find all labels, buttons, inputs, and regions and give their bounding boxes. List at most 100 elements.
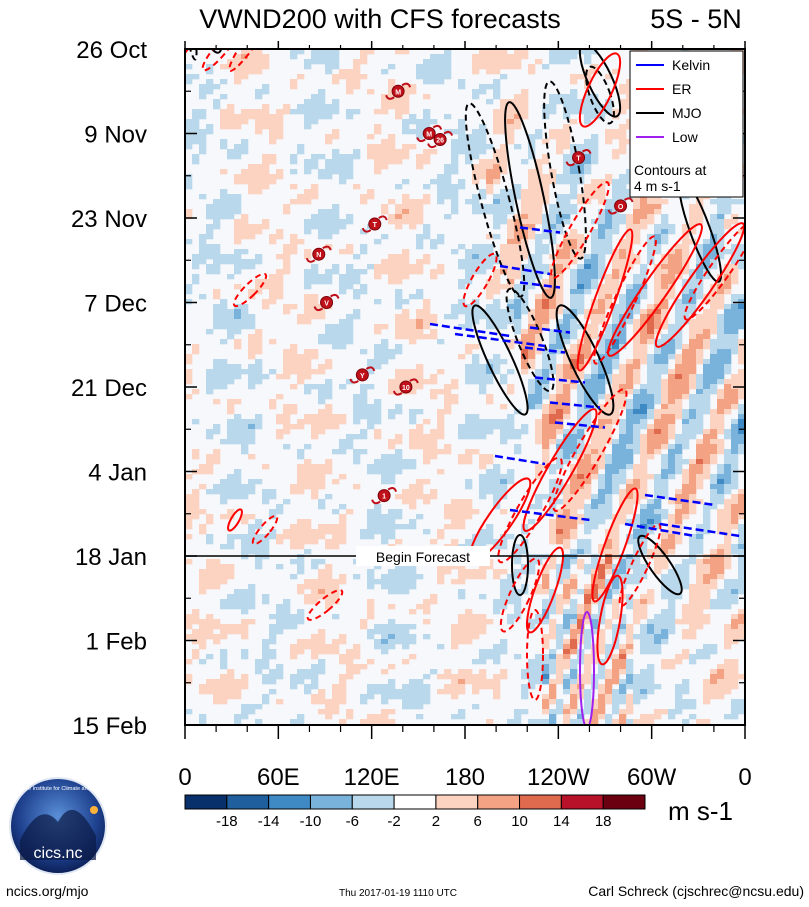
kelvin-contour — [429, 322, 511, 338]
storm-label: M — [395, 89, 401, 96]
colorbar-tick-label: -10 — [300, 813, 322, 830]
tropical-cyclone-markers: M M 26 T O T N V Y 10 1 — [305, 82, 634, 505]
x-tick-label: 60W — [627, 764, 677, 791]
colorbar-cell — [435, 794, 479, 810]
legend-contour-note-2: 4 m s-1 — [634, 178, 681, 194]
x-tick-label: 0 — [738, 764, 751, 791]
colorbar-tick-label: 6 — [474, 813, 482, 830]
er-contour — [306, 589, 344, 621]
kelvin-contour — [534, 376, 586, 384]
footer-timestamp: Thu 2017-01-19 1110 UTC — [339, 888, 457, 899]
er-contour — [591, 487, 639, 603]
mjo-contour — [187, 49, 223, 54]
storm-label: T — [373, 222, 378, 229]
storm-marker: 10 — [392, 378, 419, 396]
colorbar-tick-label: -6 — [346, 813, 359, 830]
kelvin-contour — [519, 281, 561, 289]
er-contour — [578, 52, 622, 128]
cics-logo: Cooperative Institute for Climate and Sa… — [1, 777, 115, 875]
low-contour — [579, 611, 595, 725]
mjo-contour — [555, 304, 615, 416]
footer-author: Carl Schreck (cjschrec@ncsu.edu) — [588, 883, 804, 899]
y-tick-label: 21 Dec — [71, 375, 147, 402]
storm-label: O — [618, 204, 624, 211]
er-contour — [522, 408, 598, 532]
er-contour — [654, 222, 745, 348]
er-contour — [251, 514, 279, 546]
y-tick-label: 4 Jan — [88, 460, 147, 487]
mjo-contour — [471, 304, 529, 416]
storm-label: 26 — [436, 138, 444, 145]
x-axis-labels: 0 60E 120E 180 120W 60W 0 — [178, 764, 751, 791]
x-tick-label: 0 — [178, 764, 191, 791]
storm-marker: Y — [349, 366, 376, 384]
storm-label: 10 — [402, 385, 410, 392]
colorbar-cell — [477, 794, 521, 810]
kelvin-contour — [549, 401, 601, 409]
colorbar-cell — [184, 794, 228, 810]
y-tick-label: 23 Nov — [71, 206, 147, 233]
storm-label: T — [576, 156, 581, 163]
forecast-label-background — [356, 546, 490, 566]
colorbar-tick-label: 14 — [553, 813, 570, 830]
colorbar: -18 -14 -10 -6 -2 2 6 10 14 18 — [184, 794, 646, 830]
legend-box — [629, 50, 744, 198]
storm-label: N — [316, 252, 321, 259]
er-contour — [596, 574, 624, 666]
y-tick-label: 7 Dec — [84, 291, 147, 318]
er-contour — [227, 508, 243, 532]
y-tick-label: 1 Feb — [86, 629, 147, 656]
er-contour — [607, 223, 703, 357]
mjo-contour — [637, 534, 683, 596]
legend-label: MJO — [672, 105, 702, 121]
y-tick-label: 9 Nov — [84, 122, 147, 149]
colorbar-cell — [309, 794, 353, 810]
region-label: 5S - 5N — [650, 4, 742, 34]
storm-marker: M — [416, 124, 443, 143]
y-tick-label: 26 Oct — [76, 37, 147, 64]
y-tick-label: 18 Jan — [75, 544, 147, 571]
kelvin-contour — [499, 264, 551, 276]
storm-label: V — [324, 301, 329, 308]
storm-marker: O — [607, 197, 634, 215]
er-contour — [593, 235, 657, 365]
legend-label: Kelvin — [672, 57, 710, 73]
mjo-contour — [504, 101, 556, 299]
logo-text: cics.nc — [34, 845, 83, 862]
storm-label: 1 — [382, 494, 386, 501]
colorbar-tick-label: -2 — [387, 813, 400, 830]
mjo-contour — [543, 80, 587, 260]
colorbar-tick-label: 18 — [595, 813, 612, 830]
legend: Kelvin ER MJO Low Contours at 4 m s-1 — [629, 50, 744, 198]
storm-marker: T — [565, 149, 592, 167]
colorbar-cell — [519, 794, 562, 810]
mjo-contour — [511, 534, 529, 596]
kelvin-contour — [659, 522, 741, 538]
kelvin-contour — [494, 454, 546, 466]
er-contour — [497, 456, 563, 564]
kelvin-contour — [454, 332, 546, 348]
mjo-contour — [464, 102, 526, 298]
storm-marker: 26 — [427, 130, 454, 149]
storm-label: M — [426, 132, 432, 139]
colorbar-cell — [226, 794, 270, 810]
legend-contour-note-1: Contours at — [634, 162, 706, 178]
er-contour — [525, 546, 565, 634]
er-contour — [232, 272, 268, 308]
kelvin-contour — [554, 421, 606, 429]
er-contour — [499, 557, 541, 633]
storm-label: Y — [360, 373, 365, 380]
x-tick-label: 60E — [257, 764, 300, 791]
mjo-contour — [185, 49, 198, 61]
axis-ticks — [184, 41, 746, 739]
er-contour — [683, 219, 745, 321]
legend-label: ER — [672, 81, 691, 97]
x-tick-label: 180 — [445, 764, 485, 791]
kelvin-contour — [524, 346, 566, 354]
mjo-contour — [505, 287, 555, 393]
y-tick-label: 15 Feb — [72, 713, 147, 740]
footer-website: ncics.org/mjo — [6, 883, 89, 899]
kelvin-contour — [529, 326, 571, 334]
colorbar-cell — [351, 794, 395, 810]
